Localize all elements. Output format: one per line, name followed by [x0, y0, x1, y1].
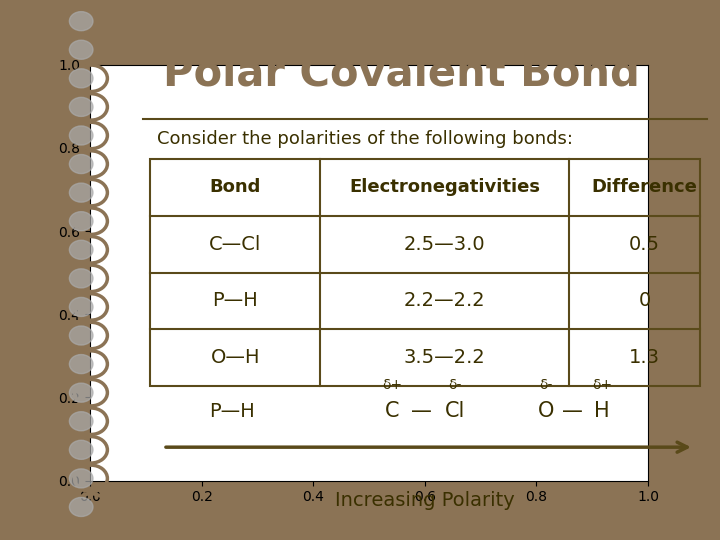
- Text: C: C: [385, 401, 400, 421]
- Text: —: —: [562, 401, 583, 421]
- Circle shape: [69, 326, 93, 345]
- Text: δ-: δ-: [540, 377, 553, 392]
- Circle shape: [69, 240, 93, 259]
- Circle shape: [69, 298, 93, 316]
- Text: Cl: Cl: [444, 401, 465, 421]
- Circle shape: [69, 411, 93, 431]
- Text: δ+: δ+: [382, 377, 402, 392]
- Text: 1.3: 1.3: [629, 348, 660, 367]
- Circle shape: [69, 97, 93, 117]
- Circle shape: [69, 183, 93, 202]
- Circle shape: [69, 355, 93, 374]
- Circle shape: [69, 40, 93, 59]
- Text: O—H: O—H: [210, 348, 260, 367]
- Text: Increasing Polarity: Increasing Polarity: [336, 491, 515, 510]
- Circle shape: [69, 69, 93, 88]
- Circle shape: [69, 269, 93, 288]
- Circle shape: [69, 497, 93, 516]
- Text: δ+: δ+: [592, 377, 612, 392]
- Bar: [150, 159, 701, 386]
- Text: δ-: δ-: [448, 377, 462, 392]
- Circle shape: [69, 383, 93, 402]
- Text: H: H: [594, 401, 610, 421]
- Circle shape: [69, 126, 93, 145]
- Circle shape: [69, 440, 93, 460]
- Text: 0: 0: [639, 292, 651, 310]
- Circle shape: [69, 154, 93, 173]
- Text: 0.5: 0.5: [629, 234, 660, 254]
- Text: Bond: Bond: [210, 178, 261, 196]
- Text: P—H: P—H: [212, 292, 258, 310]
- Text: Electronegativities: Electronegativities: [349, 178, 540, 196]
- Text: C—Cl: C—Cl: [209, 234, 261, 254]
- Text: P—H: P—H: [209, 402, 255, 421]
- Circle shape: [69, 469, 93, 488]
- Text: 2.2—2.2: 2.2—2.2: [404, 292, 485, 310]
- Circle shape: [69, 12, 93, 31]
- Text: 2.5—3.0: 2.5—3.0: [404, 234, 485, 254]
- Text: Difference: Difference: [592, 178, 698, 196]
- Circle shape: [69, 212, 93, 231]
- Text: —: —: [411, 401, 432, 421]
- Text: Consider the polarities of the following bonds:: Consider the polarities of the following…: [156, 130, 572, 147]
- Text: Polar Covalent Bond: Polar Covalent Bond: [163, 53, 640, 95]
- Text: 3.5—2.2: 3.5—2.2: [404, 348, 486, 367]
- Text: O: O: [538, 401, 554, 421]
